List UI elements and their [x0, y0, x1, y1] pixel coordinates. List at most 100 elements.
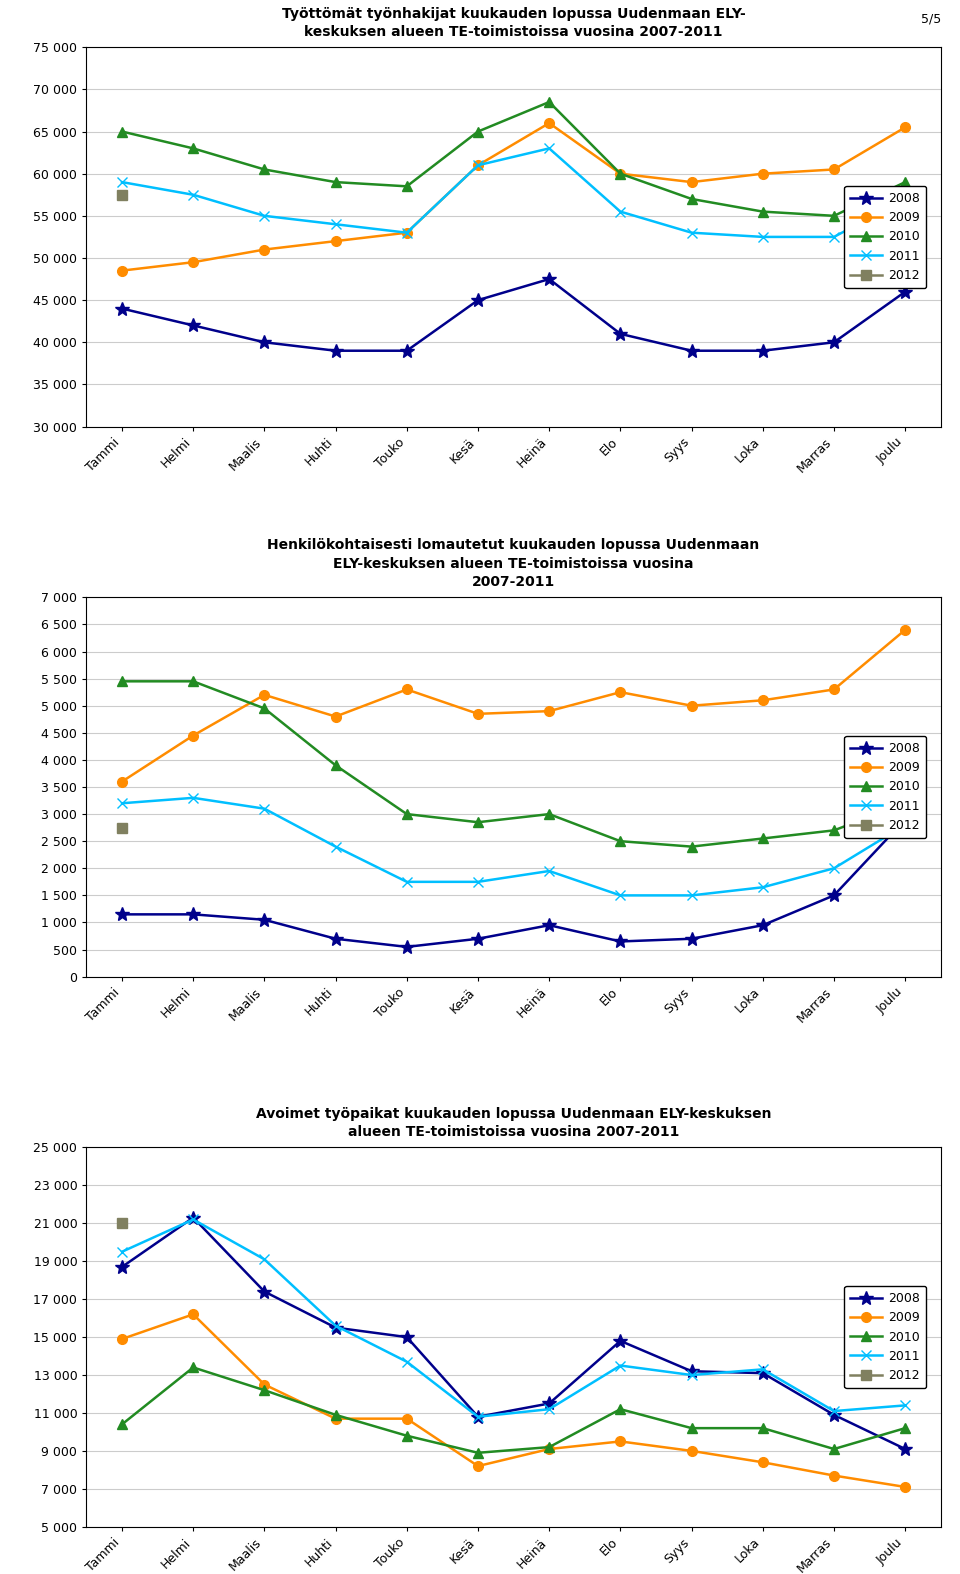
2009: [757, 164, 769, 183]
2008: [685, 929, 697, 948]
2011: [330, 214, 342, 233]
2010: [828, 206, 840, 225]
2010: [187, 1358, 199, 1377]
2008: [330, 929, 342, 948]
2008: [543, 269, 555, 288]
Line: 2011: 2011: [117, 143, 910, 242]
2011: [614, 886, 626, 905]
2008: [258, 332, 270, 351]
2009: [472, 1456, 484, 1475]
Line: 2008: 2008: [115, 1210, 912, 1456]
2009: [614, 1432, 626, 1451]
2008: [401, 938, 413, 957]
2008: [187, 1209, 199, 1228]
2010: [900, 173, 911, 192]
2009: [330, 1409, 342, 1428]
2011: [187, 1210, 199, 1229]
2010: [543, 93, 555, 112]
2009: [543, 702, 555, 721]
2011: [258, 800, 270, 818]
2011: [685, 886, 697, 905]
2008: [543, 1395, 555, 1413]
Legend: 2008, 2009, 2010, 2011, 2012: 2008, 2009, 2010, 2011, 2012: [844, 735, 926, 839]
2009: [828, 680, 840, 699]
2010: [900, 793, 911, 812]
2010: [614, 164, 626, 183]
2011: [543, 139, 555, 157]
2009: [472, 156, 484, 175]
Legend: 2008, 2009, 2010, 2011, 2012: 2008, 2009, 2010, 2011, 2012: [844, 186, 926, 288]
2011: [472, 872, 484, 891]
2009: [116, 261, 128, 280]
2009: [614, 164, 626, 183]
2009: [472, 705, 484, 724]
2009: [187, 726, 199, 745]
2009: [757, 691, 769, 710]
2010: [330, 756, 342, 774]
2011: [757, 1360, 769, 1379]
2011: [757, 228, 769, 247]
2009: [401, 224, 413, 242]
2011: [116, 1242, 128, 1261]
2011: [401, 1352, 413, 1371]
2009: [543, 1440, 555, 1459]
2009: [187, 1305, 199, 1324]
2008: [828, 886, 840, 905]
2011: [330, 1316, 342, 1335]
2010: [116, 672, 128, 691]
Title: Henkilökohtaisesti lomautetut kuukauden lopussa Uudenmaan
ELY-keskuksen alueen T: Henkilökohtaisesti lomautetut kuukauden …: [268, 538, 759, 589]
2010: [828, 822, 840, 841]
Line: 2010: 2010: [117, 1363, 910, 1458]
2010: [401, 1426, 413, 1445]
2010: [258, 699, 270, 718]
2011: [187, 186, 199, 205]
2011: [685, 224, 697, 242]
2009: [900, 620, 911, 639]
2011: [472, 156, 484, 175]
2010: [187, 139, 199, 157]
Line: 2011: 2011: [117, 793, 910, 900]
2008: [330, 342, 342, 360]
2010: [330, 1406, 342, 1424]
2009: [330, 707, 342, 726]
2011: [828, 228, 840, 247]
2010: [116, 1415, 128, 1434]
Line: 2008: 2008: [115, 812, 912, 954]
2010: [472, 1443, 484, 1462]
2011: [614, 1357, 626, 1376]
2008: [258, 1283, 270, 1302]
2009: [258, 685, 270, 704]
2011: [900, 1396, 911, 1415]
2011: [401, 872, 413, 891]
2009: [116, 1330, 128, 1349]
2010: [401, 176, 413, 195]
2008: [187, 905, 199, 924]
2008: [472, 929, 484, 948]
2010: [757, 201, 769, 220]
2009: [900, 1478, 911, 1497]
2008: [757, 916, 769, 935]
2009: [900, 118, 911, 137]
Text: 5/5: 5/5: [921, 13, 941, 25]
2010: [543, 1437, 555, 1456]
2011: [116, 173, 128, 192]
2008: [401, 1327, 413, 1346]
2010: [685, 1418, 697, 1437]
2008: [685, 1362, 697, 1380]
2008: [472, 1407, 484, 1426]
2011: [900, 189, 911, 208]
2011: [828, 1401, 840, 1420]
2008: [900, 282, 911, 301]
2010: [757, 1418, 769, 1437]
Line: 2010: 2010: [117, 677, 910, 852]
2011: [543, 1399, 555, 1418]
2008: [330, 1317, 342, 1336]
Line: 2009: 2009: [117, 118, 910, 275]
2011: [258, 1250, 270, 1269]
2008: [900, 1440, 911, 1459]
2010: [828, 1440, 840, 1459]
2011: [258, 206, 270, 225]
2008: [614, 1332, 626, 1350]
Line: 2009: 2009: [117, 1310, 910, 1492]
2009: [685, 696, 697, 715]
